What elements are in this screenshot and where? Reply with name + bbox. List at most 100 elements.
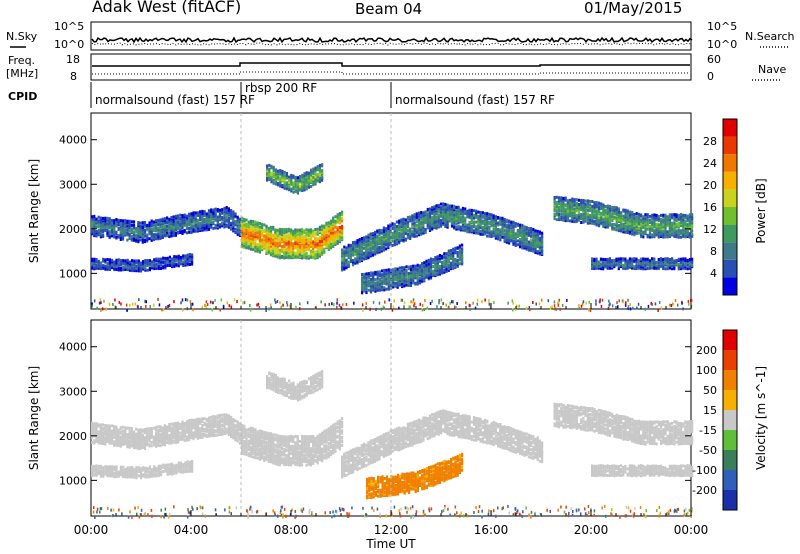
power-range-cell [104, 264, 107, 268]
power-range-cell [254, 236, 257, 240]
power-range-cell [433, 221, 436, 225]
power-range-cell [371, 238, 374, 242]
power-range-cell [447, 251, 450, 255]
power-range-cell [606, 265, 609, 269]
power-range-cell [606, 216, 609, 220]
power-range-cell [201, 218, 204, 222]
power-range-cell [266, 164, 269, 168]
power-range-cell [345, 252, 348, 256]
power-range-cell [447, 268, 450, 272]
power-range-cell [433, 207, 436, 211]
power-range-cell [555, 213, 558, 217]
power-range-cell [428, 229, 432, 232]
power-range-cell [501, 228, 504, 232]
power-range-cell [523, 242, 526, 246]
power-range-cell [407, 267, 410, 271]
power-range-cell [420, 220, 423, 224]
power-range-cell [503, 219, 506, 223]
power-range-cell [272, 250, 275, 253]
power-range-cell [389, 223, 392, 227]
power-range-cell [131, 262, 134, 266]
power-range-cell [438, 259, 441, 263]
power-range-cell [203, 224, 206, 227]
power-range-cell [238, 220, 241, 224]
power-range-cell [196, 213, 200, 217]
power-range-cell [421, 268, 424, 272]
power-range-cell [602, 217, 605, 221]
power-range-cell [225, 215, 228, 219]
power-range-cell [183, 228, 186, 232]
power-range-cell [412, 271, 415, 275]
power-range-cell [657, 266, 660, 270]
power-range-cell [338, 240, 341, 244]
power-noise-cell [205, 305, 208, 309]
power-range-cell [159, 267, 163, 270]
power-range-cell [470, 227, 473, 231]
power-range-cell [168, 219, 171, 223]
power-range-cell [99, 235, 102, 239]
power-range-cell [376, 246, 379, 250]
power-range-cell [168, 231, 171, 235]
power-range-cell [338, 215, 341, 219]
power-range-cell [365, 252, 368, 256]
power-range-cell [420, 225, 423, 229]
power-range-cell [266, 174, 269, 178]
power-range-cell [312, 240, 315, 244]
power-range-cell [426, 213, 429, 216]
power-range-cell [466, 214, 469, 218]
power-range-cell [318, 176, 321, 180]
power-range-cell [401, 271, 404, 275]
power-range-cell [216, 217, 219, 221]
power-range-cell [277, 169, 280, 173]
power-range-cell [238, 221, 241, 225]
power-range-cell [95, 230, 98, 233]
power-range-cell [646, 222, 649, 226]
power-range-cell [631, 225, 634, 229]
power-noise-cell [429, 302, 432, 305]
power-range-cell [635, 267, 638, 271]
power-range-cell [296, 255, 299, 259]
power-range-cell [186, 253, 189, 257]
power-range-cell [347, 260, 350, 264]
power-range-cell [655, 264, 658, 268]
power-noise-cell [401, 298, 403, 302]
power-range-cell [555, 200, 558, 204]
power-range-cell [152, 233, 155, 237]
power-range-cell [144, 268, 147, 272]
power-range-cell [688, 265, 691, 269]
power-range-cell [635, 229, 638, 233]
power-range-cell [152, 235, 155, 239]
power-range-cell [186, 257, 189, 261]
power-range-cell [456, 246, 459, 250]
power-range-cell [276, 228, 279, 232]
power-range-cell [152, 238, 155, 242]
power-range-cell [651, 224, 654, 228]
power-range-cell [516, 233, 519, 237]
power-range-cell [321, 234, 324, 238]
power-range-cell [404, 224, 407, 228]
power-range-cell [108, 268, 111, 271]
power-range-cell [305, 185, 308, 189]
power-range-cell [406, 215, 410, 219]
cpid-segment-3: normalsound (fast) 157 RF [395, 93, 555, 107]
power-range-cell [591, 200, 594, 203]
power-noise-cell [168, 303, 171, 307]
power-range-cell [477, 219, 480, 223]
power-noise-cell [345, 303, 348, 306]
power-range-cell [287, 229, 290, 233]
power-range-cell [437, 213, 440, 217]
power-range-cell [137, 267, 140, 271]
power-noise-cell [452, 300, 454, 304]
power-range-cell [466, 223, 469, 227]
power-noise-cell [636, 306, 638, 310]
power-range-cell [305, 180, 308, 184]
power-range-cell [301, 173, 304, 177]
power-range-cell [387, 235, 390, 239]
power-range-cell [190, 231, 193, 234]
power-range-cell [258, 247, 261, 251]
power-range-cell [458, 244, 461, 248]
power-range-cell [210, 225, 213, 229]
power-range-cell [642, 267, 645, 271]
power-range-cell [272, 173, 275, 177]
power-range-cell [461, 223, 465, 227]
